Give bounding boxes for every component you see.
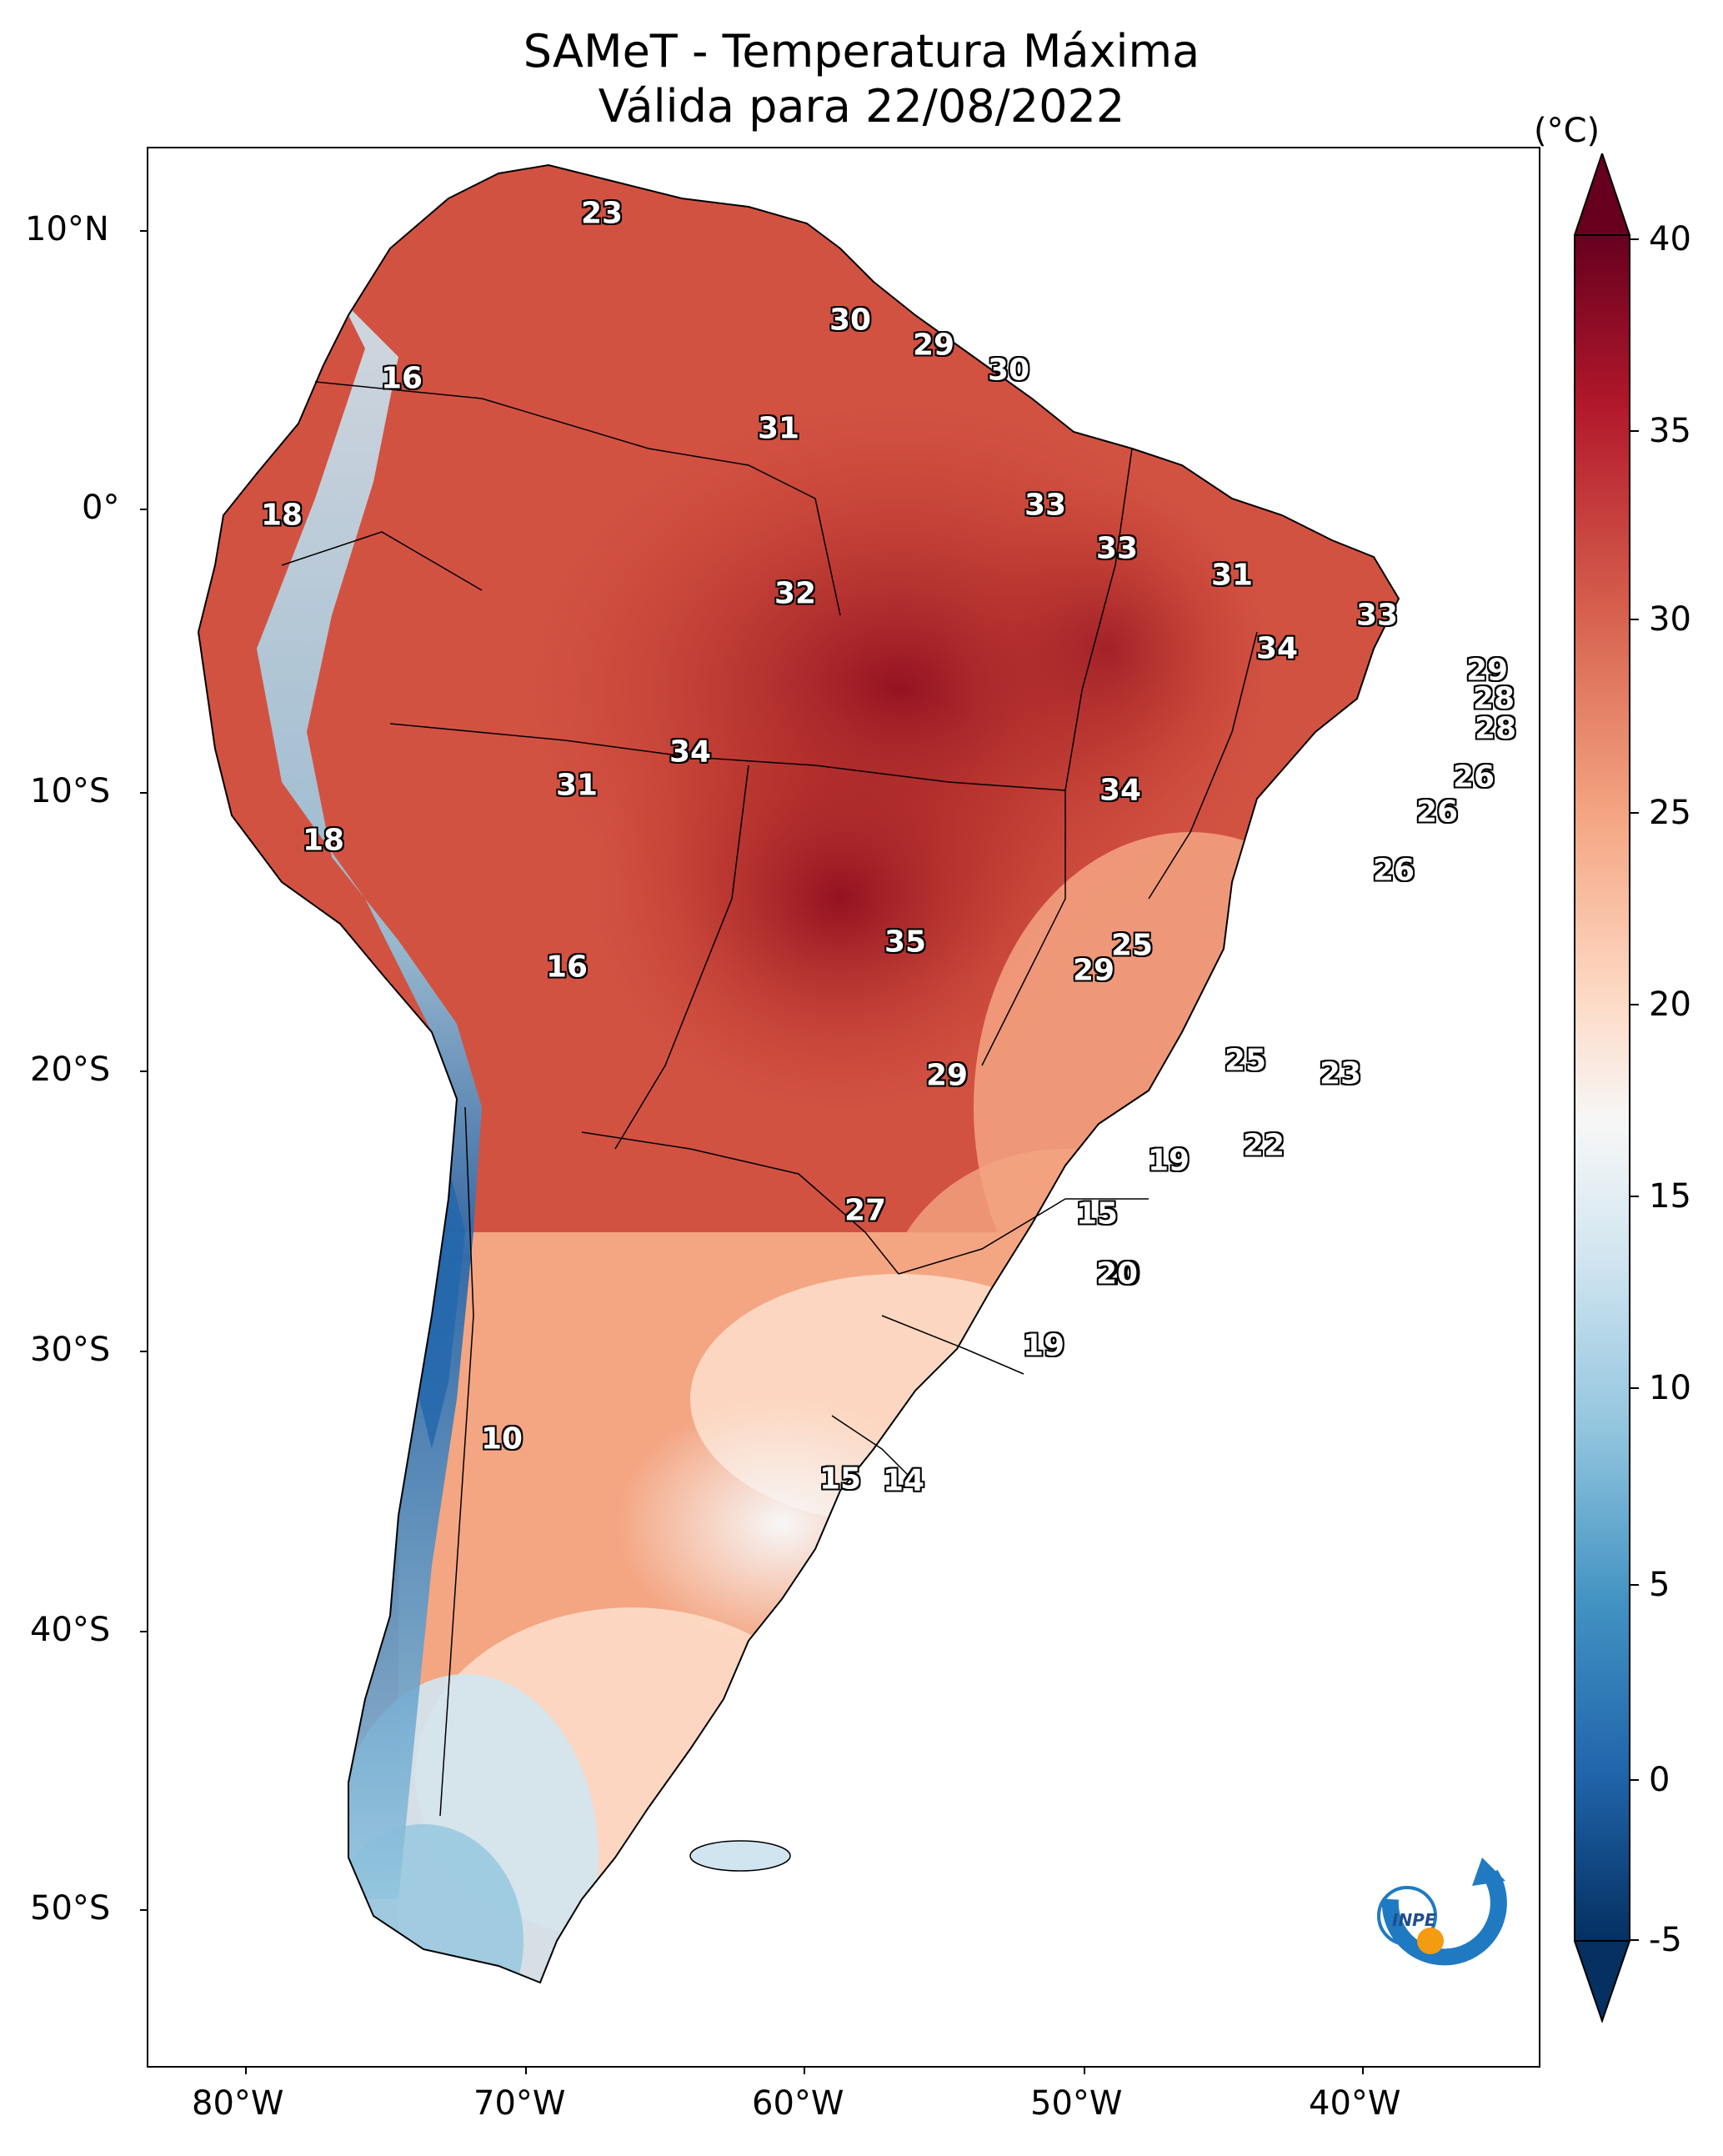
colorbar-tick-label: 15 [1649, 1177, 1691, 1216]
map-label: 10 [480, 1421, 523, 1457]
lat-tick-label: 40°S [30, 1611, 111, 1649]
lon-tick-mark [1362, 2068, 1364, 2074]
map-label: 29 [912, 328, 955, 363]
inpe-logo-text: INPE [1392, 1910, 1436, 1930]
map-label: 29 [1072, 953, 1115, 988]
lat-tick-mark [140, 792, 147, 794]
colorbar-tick-label: 35 [1649, 412, 1691, 450]
colorbar-tick-mark [1630, 1584, 1639, 1586]
map-label: 20 [1095, 1256, 1139, 1291]
lat-tick-mark [140, 1070, 147, 1072]
map-label: 33 [1355, 598, 1399, 633]
lon-tick-mark [804, 2068, 805, 2074]
lat-tick-mark [140, 1631, 147, 1632]
map-label: 16 [380, 361, 423, 396]
map-label: 19 [1022, 1328, 1065, 1363]
map-label: 26 [1372, 853, 1415, 888]
lon-tick-mark [525, 2068, 527, 2074]
map-label: 29 [1465, 653, 1509, 688]
inpe-logo: INPE [1365, 1858, 1507, 1991]
lat-tick-label: 10°N [25, 210, 109, 248]
colorbar-tick-mark [1630, 1779, 1639, 1781]
lat-tick-mark [140, 1909, 147, 1911]
colorbar-tick-label: 40 [1649, 220, 1691, 258]
colorbar-tick-label: 10 [1649, 1369, 1691, 1407]
map-panel: 23 16 30 29 30 31 18 33 33 32 31 33 34 2… [147, 147, 1540, 2068]
map-label: 34 [1099, 773, 1142, 808]
colorbar-tick-mark [1630, 619, 1639, 620]
map-label: 32 [774, 576, 817, 611]
colorbar-tick-mark [1630, 1939, 1639, 1941]
map-label: 34 [1255, 631, 1299, 666]
colorbar-tick-label: 20 [1649, 985, 1691, 1024]
map-label: 18 [302, 823, 345, 858]
lat-tick-label: 0° [82, 489, 120, 527]
lon-tick-label: 40°W [1309, 2084, 1401, 2123]
colorbar-tick-mark [1630, 1196, 1639, 1197]
map-label: 29 [925, 1058, 969, 1093]
map-label: 28 [1472, 681, 1515, 716]
map-label: 25 [1110, 928, 1154, 963]
colorbar-tick-mark [1630, 1004, 1639, 1005]
map-label: 35 [884, 925, 927, 960]
colorbar-tick-label: -5 [1649, 1921, 1682, 1959]
map-label: 33 [1024, 488, 1067, 523]
colorbar-tick-mark [1630, 812, 1639, 814]
colorbar-unit: (°C) [1534, 112, 1600, 150]
map-label: 31 [555, 768, 599, 803]
map-label: 14 [882, 1463, 925, 1498]
map-label: 26 [1452, 760, 1495, 795]
lon-tick-mark [245, 2068, 247, 2074]
colorbar-tick-label: 30 [1649, 600, 1691, 639]
lon-tick-label: 70°W [473, 2084, 566, 2123]
lon-tick-mark [1084, 2068, 1085, 2074]
map-title: SAMeT - Temperatura Máxima [523, 25, 1200, 78]
map-label: 18 [260, 498, 303, 533]
map-label: 16 [545, 950, 589, 985]
map-label: 34 [669, 735, 712, 770]
map-label: 23 [1319, 1056, 1362, 1091]
map-label: 19 [1147, 1143, 1190, 1178]
lat-tick-label: 10°S [30, 772, 111, 810]
lon-tick-label: 50°W [1030, 2084, 1123, 2123]
map-label: 20 [1097, 1256, 1140, 1291]
map-label: 31 [757, 411, 800, 446]
map-label: 15 [819, 1462, 862, 1497]
colorbar-tick-mark [1630, 1387, 1639, 1389]
lat-tick-label: 30°S [30, 1331, 111, 1369]
map-label: 15 [1075, 1196, 1119, 1231]
lat-tick-mark [140, 509, 147, 510]
map-label: 33 [1095, 531, 1139, 566]
lat-tick-mark [140, 230, 147, 232]
map-subtitle: Válida para 22/08/2022 [598, 80, 1125, 133]
colorbar-tick-label: 25 [1649, 794, 1691, 832]
temperature-map [198, 164, 1400, 1983]
colorbar-tick-label: 5 [1649, 1566, 1670, 1604]
map-label: 26 [1415, 795, 1459, 830]
lon-tick-label: 80°W [192, 2084, 284, 2123]
lat-tick-label: 20°S [30, 1050, 111, 1089]
colorbar [1574, 153, 1631, 2023]
colorbar-tick-mark [1630, 430, 1639, 432]
map-label: 23 [580, 196, 624, 231]
map-label: 30 [987, 353, 1030, 388]
map-label: 25 [1224, 1043, 1267, 1078]
colorbar-tick-label: 0 [1649, 1761, 1670, 1799]
map-label: 31 [1210, 558, 1254, 593]
map-label: 30 [829, 303, 872, 338]
colorbar-tick-mark [1630, 238, 1639, 240]
lon-tick-label: 60°W [752, 2084, 844, 2123]
map-label: 28 [1474, 711, 1517, 746]
lat-tick-mark [140, 1351, 147, 1352]
map-label: 22 [1242, 1128, 1285, 1163]
map-label: 27 [844, 1193, 887, 1228]
lat-tick-label: 50°S [30, 1889, 111, 1928]
